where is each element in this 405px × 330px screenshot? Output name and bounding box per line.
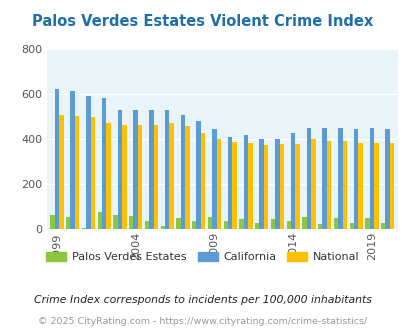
Bar — [200, 133, 205, 229]
Bar — [389, 143, 393, 229]
Bar — [275, 139, 279, 229]
Bar — [353, 129, 358, 229]
Bar — [322, 128, 326, 229]
Bar — [133, 110, 138, 229]
Bar — [149, 110, 153, 229]
Bar — [192, 221, 196, 229]
Bar — [164, 110, 169, 229]
Bar — [270, 219, 275, 229]
Bar — [185, 126, 189, 229]
Bar — [55, 89, 59, 229]
Bar — [243, 135, 247, 229]
Bar — [212, 129, 216, 229]
Bar — [279, 144, 283, 229]
Bar — [75, 116, 79, 229]
Bar — [180, 115, 185, 229]
Bar — [302, 217, 306, 229]
Bar — [66, 217, 70, 229]
Bar — [232, 142, 236, 229]
Bar — [138, 125, 142, 229]
Bar — [358, 143, 362, 229]
Bar — [333, 218, 337, 229]
Bar — [169, 122, 173, 229]
Text: Palos Verdes Estates Violent Crime Index: Palos Verdes Estates Violent Crime Index — [32, 14, 373, 29]
Bar — [294, 144, 299, 229]
Bar — [207, 217, 212, 229]
Bar — [263, 145, 268, 229]
Bar — [117, 110, 122, 229]
Bar — [317, 224, 322, 229]
Bar — [286, 221, 290, 229]
Bar — [369, 128, 373, 229]
Bar — [223, 221, 227, 229]
Bar — [90, 117, 95, 229]
Bar — [70, 91, 75, 229]
Bar — [337, 128, 342, 229]
Bar — [82, 228, 86, 229]
Bar — [364, 218, 369, 229]
Bar — [254, 223, 259, 229]
Bar — [196, 121, 200, 229]
Text: © 2025 CityRating.com - https://www.cityrating.com/crime-statistics/: © 2025 CityRating.com - https://www.city… — [38, 316, 367, 326]
Bar — [373, 143, 377, 229]
Legend: Palos Verdes Estates, California, National: Palos Verdes Estates, California, Nation… — [42, 248, 363, 267]
Bar — [50, 215, 55, 229]
Bar — [102, 98, 106, 229]
Bar — [97, 213, 102, 229]
Bar — [380, 223, 384, 229]
Bar — [59, 115, 64, 229]
Bar — [153, 125, 158, 229]
Bar — [113, 215, 117, 229]
Text: Crime Index corresponds to incidents per 100,000 inhabitants: Crime Index corresponds to incidents per… — [34, 295, 371, 305]
Bar — [349, 223, 353, 229]
Bar — [247, 143, 252, 229]
Bar — [106, 122, 111, 229]
Bar — [145, 221, 149, 229]
Bar — [384, 129, 389, 229]
Bar — [290, 133, 294, 229]
Bar — [160, 226, 164, 229]
Bar — [86, 96, 90, 229]
Bar — [342, 141, 346, 229]
Bar — [176, 218, 180, 229]
Bar — [310, 139, 315, 229]
Bar — [259, 139, 263, 229]
Bar — [227, 137, 232, 229]
Bar — [129, 216, 133, 229]
Bar — [326, 141, 330, 229]
Bar — [122, 125, 126, 229]
Bar — [306, 128, 310, 229]
Bar — [239, 219, 243, 229]
Bar — [216, 139, 220, 229]
